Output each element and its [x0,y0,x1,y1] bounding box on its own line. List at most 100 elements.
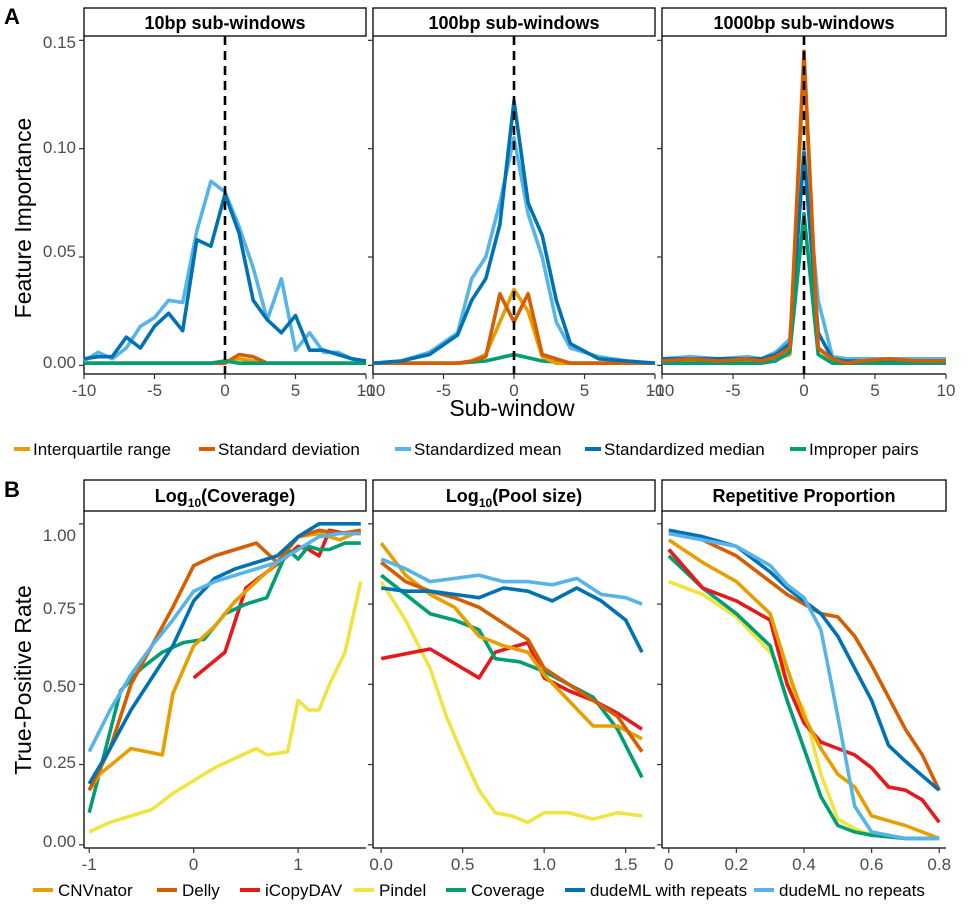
legend-item-interquartile-range: Interquartile range [14,440,171,459]
legend-label: Improper pairs [809,440,919,459]
legend-item-dudeml-no-repeats: dudeML no repeats [754,881,925,900]
series-line-icopydav [380,640,643,731]
x-tick-label: 0.0 [369,855,393,874]
legend-label: Coverage [471,881,545,900]
x-tick-label: 0 [664,855,673,874]
facet-b-1: Log10(Coverage) [83,479,367,512]
series-line-icopydav [667,548,941,824]
x-tick-label: 1.5 [614,855,638,874]
strip-a-2 [372,7,656,37]
x-tick-label: 5 [291,381,300,400]
x-tick-label: 10 [357,381,376,400]
y-tick-labels-b: 0.00 0.25 0.50 0.75 1.00 [43,526,76,851]
legend-item-standard-deviation: Standard deviation [199,440,360,459]
plot-panel-b-1: -1 0 1 [79,511,366,874]
series-line-dudeml-with-repeats [380,586,644,654]
x-tick-label: -10 [650,381,675,400]
x-tick-label: 0 [220,381,229,400]
series-line-delly [668,531,941,791]
legend-item-pindel: Pindel [354,881,426,900]
x-tick-label: 0.5 [451,855,475,874]
strip-b-3 [661,479,947,512]
legend-label: iCopyDAV [265,881,343,900]
series-line-improper-pairs [662,211,946,366]
y-tick-label: 0.25 [43,753,76,772]
panel-a: A Feature Importance Sub-window 10bp sub… [4,4,955,421]
y-tick-labels-a: 0.00 0.05 0.10 0.15 [43,33,76,372]
plot-panel-a-1: -10 -5 0 5 10 [72,36,376,400]
legend-label: Standardized mean [414,440,561,459]
legend-item-cnvnator: CNVnator [33,881,133,900]
series-line-pindel [88,581,363,834]
strip-title-b-1: Log10(Coverage) [155,486,295,510]
series-line-coverage [667,554,940,841]
legend-item-standardized-median: Standardized median [585,440,765,459]
x-tick-label: -10 [72,381,97,400]
x-tick-label: 0 [799,381,808,400]
y-tick-label: 0.75 [43,599,76,618]
x-tick-label: -10 [361,381,386,400]
series-line-improper-pairs [84,359,366,366]
strip-title-a-2: 100bp sub-windows [428,13,599,33]
panel-label-a: A [4,4,20,29]
legend-item-improper-pairs: Improper pairs [790,440,919,459]
legend-label: Standardized median [604,440,765,459]
legend-label: Delly [182,881,220,900]
strip-title-b-3: Repetitive Proportion [712,486,895,506]
y-tick-label: 0.15 [43,33,76,52]
x-tick-label: 10 [646,381,665,400]
legend-b: CNVnator Delly iCopyDAV Pindel Coverage … [33,881,925,900]
x-axis-title-a: Sub-window [449,395,575,421]
facet-b-3: Repetitive Proportion [661,479,947,512]
series-line-icopydav [192,528,361,680]
legend-label: Pindel [379,881,426,900]
x-tick-label: 1.0 [532,855,556,874]
x-tick-label: -5 [725,381,740,400]
plot-panel-a-3: -10 -5 0 5 10 [650,36,956,400]
y-tick-label: 0.50 [43,677,76,696]
panel-label-b: B [4,477,20,502]
legend-item-coverage: Coverage [446,881,545,900]
series-line-pindel [668,579,940,841]
legend-item-standardized-mean: Standardized mean [395,440,561,459]
series-line-cnvnator [87,528,362,792]
facet-a-3: 1000bp sub-windows [661,7,947,37]
plot-panel-a-2: -10 -5 0 5 10 [361,36,665,400]
x-tick-label: 10 [937,381,956,400]
x-tick-label: 1 [293,855,302,874]
facet-b-2: Log10(Pool size) [372,479,656,512]
series-line-coverage [380,573,644,779]
x-tick-label: -5 [436,381,451,400]
legend-a: Interquartile range Standard deviation S… [14,440,919,459]
y-tick-label: 0.05 [43,242,76,261]
y-axis-title-a: Feature Importance [10,118,36,319]
x-tick-label: 5 [870,381,879,400]
x-tick-label: 0 [189,855,198,874]
legend-item-dudeml-with-repeats: dudeML with repeats [565,881,747,900]
y-tick-label: 0.10 [43,138,76,157]
series-line-dudeml-no-repeats [380,557,643,606]
y-tick-label: 0.00 [43,353,76,372]
series-line-pindel [379,580,643,825]
strip-b-2 [372,479,656,512]
strip-a-3 [661,7,947,37]
series-line-dudeml-no-repeats [668,531,940,841]
series-line-cnvnator [667,538,940,841]
series-line-dudeml-no-repeats [87,531,361,753]
legend-label: Interquartile range [33,440,171,459]
strip-b-1 [83,479,367,512]
strip-title-a-3: 1000bp sub-windows [713,13,894,33]
x-tick-label: -1 [82,855,97,874]
y-tick-label: 1.00 [43,526,76,545]
panel-b: B True-Positive Rate Log10(Coverage) Log… [4,477,951,874]
facet-a-2: 100bp sub-windows [372,7,656,37]
strip-a-1 [83,7,367,37]
x-tick-label: 0.4 [792,855,816,874]
x-tick-label: 0 [509,381,518,400]
y-axis-title-b: True-Positive Rate [10,585,36,775]
facet-a-1: 10bp sub-windows [83,7,367,37]
series-line-dudeml-with-repeats [87,521,361,785]
strip-title-b-2: Log10(Pool size) [446,486,582,510]
x-tick-label: 0.2 [725,855,749,874]
